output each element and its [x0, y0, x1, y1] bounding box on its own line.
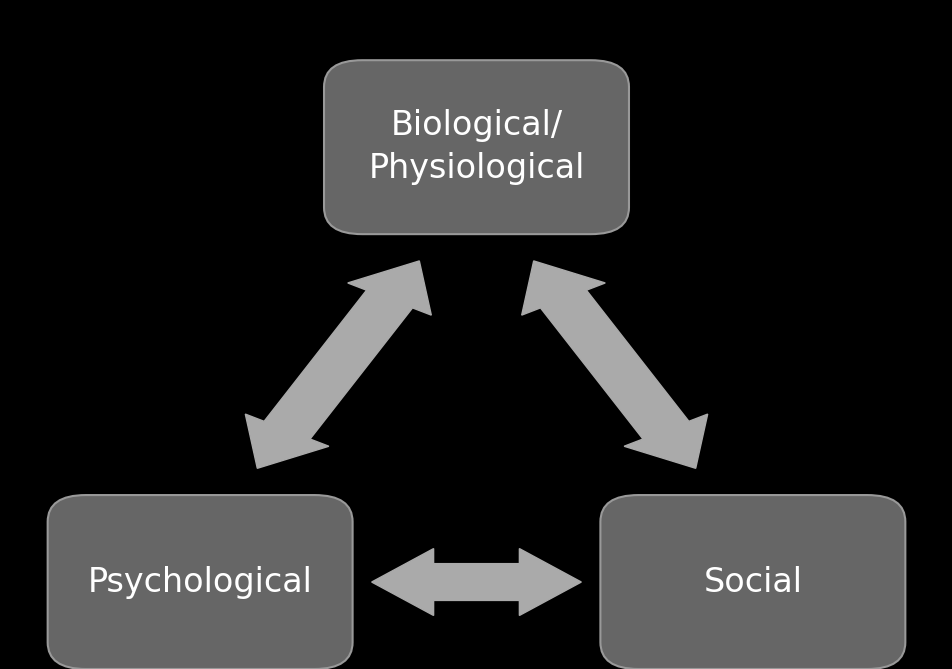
- Text: Social: Social: [703, 565, 802, 599]
- Polygon shape: [245, 261, 431, 468]
- FancyBboxPatch shape: [600, 495, 904, 669]
- Text: Psychological: Psychological: [88, 565, 312, 599]
- FancyBboxPatch shape: [324, 60, 628, 234]
- Polygon shape: [521, 261, 707, 468]
- Polygon shape: [371, 549, 581, 615]
- Text: Biological/
Physiological: Biological/ Physiological: [367, 109, 585, 185]
- FancyBboxPatch shape: [48, 495, 352, 669]
